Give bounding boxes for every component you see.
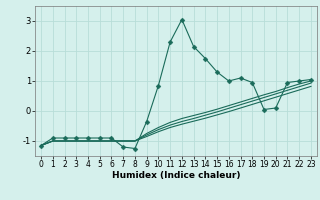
X-axis label: Humidex (Indice chaleur): Humidex (Indice chaleur) [112, 171, 240, 180]
